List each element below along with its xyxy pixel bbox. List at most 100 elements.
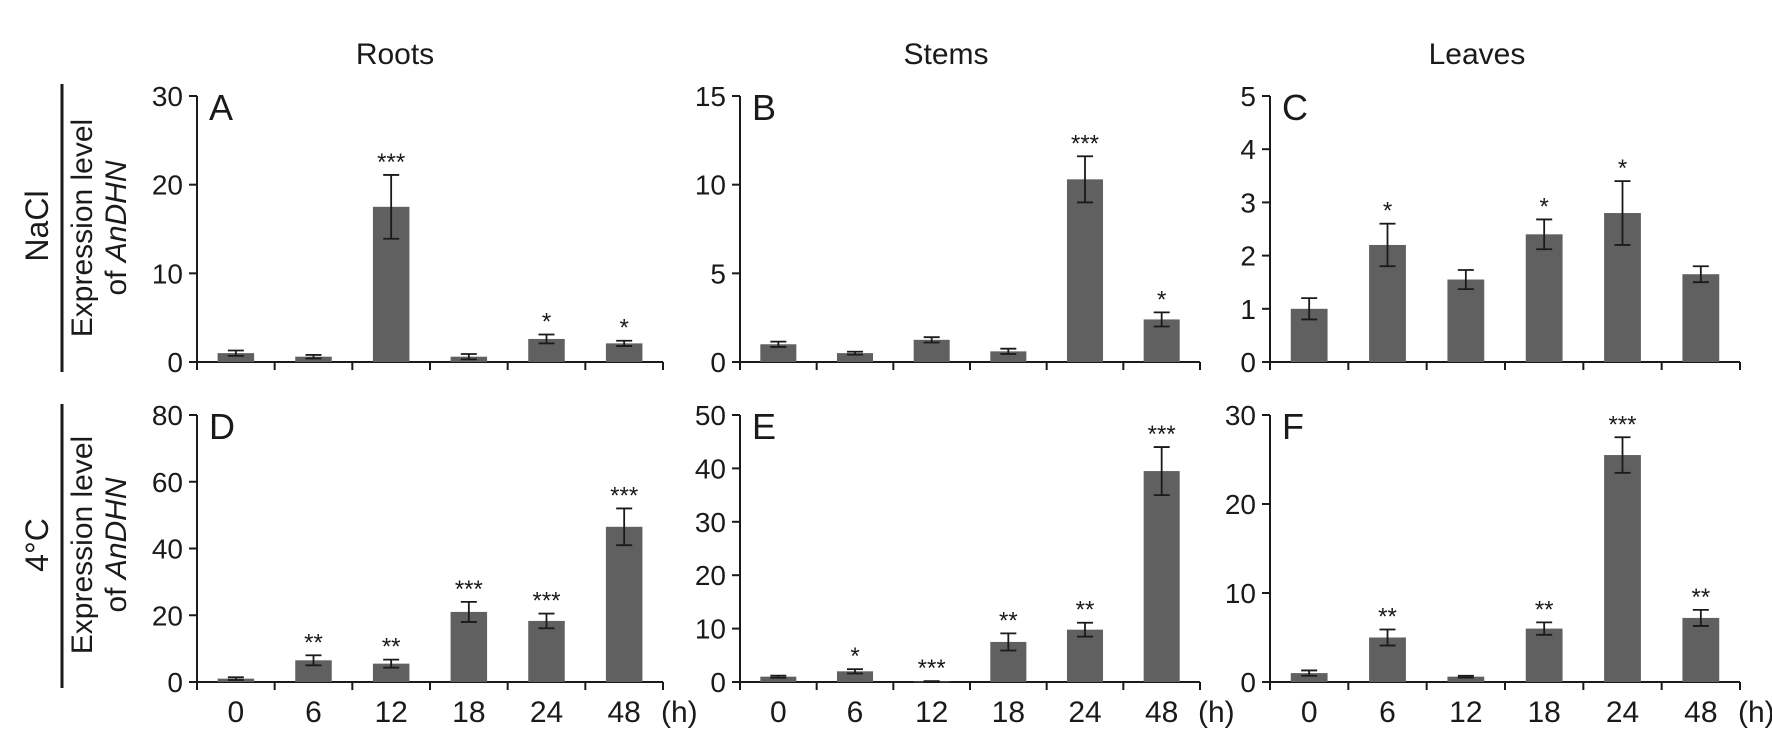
ylabel-4c-prefix: of	[100, 579, 133, 612]
error-bar	[616, 339, 633, 347]
significance-label: **	[999, 607, 1018, 634]
bar	[1447, 676, 1485, 682]
significance-label: **	[1076, 597, 1095, 624]
x-tick-label: 12	[915, 696, 948, 729]
significance-label: ***	[918, 655, 946, 682]
error-bar	[383, 658, 400, 669]
significance-label: *	[619, 315, 628, 342]
y-tick-label: 30	[152, 81, 183, 112]
x-tick-label: 6	[1379, 696, 1396, 729]
error-bar	[923, 680, 940, 683]
y-tick-label: 0	[1240, 667, 1256, 698]
error-bar	[305, 654, 322, 667]
ylabel-4c-line2: of AnDHN	[100, 477, 133, 612]
error-bar	[460, 353, 477, 361]
significance-label: ***	[1071, 130, 1099, 157]
error-bar	[305, 354, 322, 360]
x-tick-label: 12	[374, 696, 407, 729]
panel-letter-C: C	[1282, 87, 1308, 128]
bar	[1066, 179, 1104, 362]
column-title-stems: Stems	[903, 38, 988, 71]
x-tick-label: 48	[1684, 696, 1717, 729]
error-bar	[847, 350, 863, 356]
error-bar	[1301, 669, 1318, 677]
bar	[913, 339, 950, 362]
y-tick-label: 20	[1225, 489, 1256, 520]
significance-label: **	[382, 634, 401, 661]
error-bar	[538, 612, 555, 630]
significance-label: **	[304, 629, 323, 656]
y-tick-label: 40	[695, 453, 726, 484]
panel-letter-A: A	[209, 87, 233, 128]
y-tick-label: 50	[695, 400, 726, 431]
error-bar	[1379, 222, 1396, 268]
ylabel-4c-gene: AnDHN	[100, 477, 133, 581]
error-bar	[1153, 311, 1170, 328]
error-bar	[460, 601, 477, 623]
ylabel-nacl-line1: Expression level	[66, 119, 99, 337]
error-bar	[1000, 632, 1017, 652]
y-tick-label: 10	[695, 614, 726, 645]
significance-label: ***	[455, 576, 483, 603]
error-bar	[1457, 674, 1474, 679]
x-unit-label: (h)	[661, 696, 698, 729]
error-bar	[847, 668, 863, 675]
bar	[1290, 673, 1328, 682]
panel-letter-B: B	[752, 87, 776, 128]
x-tick-label: 0	[227, 696, 244, 729]
y-tick-label: 60	[152, 467, 183, 498]
error-bar	[1000, 347, 1017, 355]
y-tick-label: 30	[695, 507, 726, 538]
significance-label: **	[1378, 603, 1397, 630]
bar	[760, 344, 797, 362]
significance-label: ***	[377, 149, 405, 176]
bar	[1066, 629, 1104, 682]
column-title-roots: Roots	[356, 38, 434, 71]
significance-label: **	[1535, 596, 1554, 623]
error-bar	[1614, 180, 1631, 246]
bar	[295, 660, 332, 682]
bar	[528, 620, 565, 682]
x-tick-label: 0	[770, 696, 787, 729]
ylabel-nacl-line2: of AnDHN	[100, 160, 133, 295]
ylabel-nacl-gene: AnDHN	[100, 160, 133, 264]
bar	[450, 611, 488, 682]
error-bar	[538, 333, 555, 345]
significance-label: *	[850, 643, 859, 670]
y-tick-label: 0	[167, 667, 183, 698]
y-tick-label: 15	[695, 81, 726, 112]
x-tick-label: 6	[847, 696, 864, 729]
error-bar	[1457, 269, 1474, 291]
row-label-4c: 4°C	[19, 518, 55, 572]
row-label-nacl: NaCl	[19, 190, 55, 261]
x-unit-label: (h)	[1198, 696, 1235, 729]
significance-label: ***	[1148, 421, 1176, 448]
y-tick-label: 0	[167, 347, 183, 378]
significance-label: **	[1691, 584, 1710, 611]
y-tick-label: 5	[1240, 81, 1256, 112]
y-tick-label: 0	[1240, 347, 1256, 378]
bar	[1447, 279, 1485, 362]
significance-label: ***	[610, 482, 638, 509]
x-tick-label: 0	[1301, 696, 1318, 729]
y-tick-label: 20	[695, 560, 726, 591]
bar	[836, 671, 874, 682]
bar	[1525, 628, 1563, 682]
bar	[990, 351, 1027, 362]
significance-label: ***	[532, 588, 560, 615]
x-tick-label: 12	[1449, 696, 1482, 729]
x-tick-label: 6	[305, 696, 322, 729]
bar	[605, 343, 643, 362]
error-bar	[1692, 609, 1709, 627]
bar	[1143, 471, 1180, 682]
y-tick-label: 3	[1240, 187, 1256, 218]
significance-label: *	[1383, 198, 1392, 225]
error-bar	[227, 349, 244, 357]
error-bar	[383, 174, 400, 240]
column-title-leaves: Leaves	[1429, 38, 1526, 71]
panel-letter-D: D	[209, 406, 235, 447]
